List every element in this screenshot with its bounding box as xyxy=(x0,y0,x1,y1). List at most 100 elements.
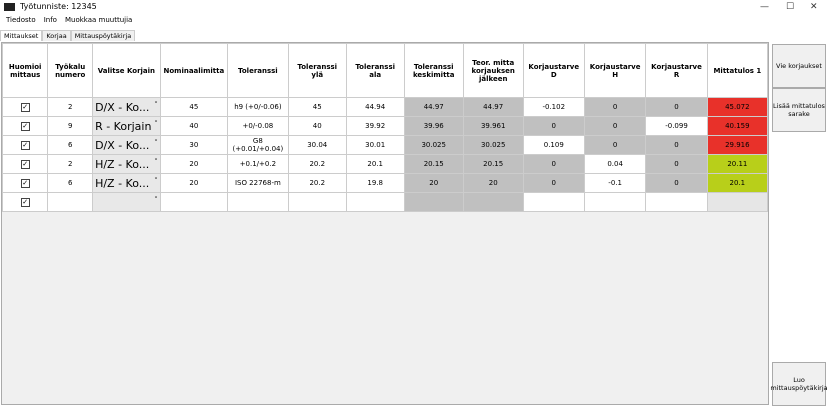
cell: 9 xyxy=(47,116,94,136)
cell: 30.01 xyxy=(345,135,405,155)
action-button[interactable]: Vie korjaukset xyxy=(772,44,826,88)
menu-item[interactable]: Muokkaa muuttujia xyxy=(64,16,133,24)
cell: +0/-0.08 xyxy=(226,116,289,136)
cell: 30.025 xyxy=(403,135,464,155)
cell-value: +0/-0.08 xyxy=(242,122,274,130)
cell-value: 0 xyxy=(612,122,618,130)
corrector-dropdown[interactable]: D/X - Ko... ˅ xyxy=(92,97,161,117)
checkbox[interactable]: ✓ xyxy=(20,121,30,131)
checkbox[interactable]: ✓ xyxy=(20,197,30,207)
cell xyxy=(403,192,464,212)
cell: 6 xyxy=(47,135,94,155)
cell: 19.8 xyxy=(345,173,405,193)
dropdown-value: H/Z - Ko... xyxy=(95,176,150,190)
dropdown-value: D/X - Ko... xyxy=(95,100,150,114)
cell: 29.916 xyxy=(706,135,769,155)
tab[interactable]: Mittauspöytäkirja xyxy=(70,30,136,41)
corrector-dropdown[interactable]: ˅ xyxy=(92,192,161,212)
action-button[interactable]: Luo mittauspöytäkirja xyxy=(770,362,827,406)
dropdown-arrow: ˅ xyxy=(154,177,158,185)
cell: 45 xyxy=(287,97,347,117)
cell-value: 0 xyxy=(551,160,556,168)
cell-value: 0 xyxy=(612,103,618,111)
cell: -0.1 xyxy=(583,173,647,193)
cell xyxy=(345,192,405,212)
column-header: Huomioi mittaus xyxy=(1,43,49,98)
dropdown-arrow: ˅ xyxy=(154,196,158,204)
tab[interactable]: Korjaa xyxy=(42,30,71,41)
column-header: Korjaustarve H xyxy=(583,43,647,98)
cell: 30 xyxy=(159,135,228,155)
cell: 40 xyxy=(159,116,228,136)
new-row: ✓ ˅ xyxy=(1,192,769,212)
cell-value: 0 xyxy=(674,179,679,187)
cell-value: 20 xyxy=(429,179,439,187)
data-row: ✓ 6 D/X - Ko... ˅ 30 G8 (+0.01/+0.04) 30.04 30.… xyxy=(1,135,769,155)
cell-value: 0.109 xyxy=(543,141,564,149)
corrector-dropdown[interactable]: D/X - Ko... ˅ xyxy=(92,135,161,155)
checkbox[interactable]: ✓ xyxy=(20,102,30,112)
cell: 45 xyxy=(159,97,228,117)
cell: 20 xyxy=(159,173,228,193)
menu-bar: Tiedosto Info Muokkaa muuttujia xyxy=(0,16,132,28)
action-button[interactable]: Lisää mittatulos sarake xyxy=(772,88,826,132)
cell: +0.1/+0.2 xyxy=(226,154,289,174)
cell-value: 0 xyxy=(612,141,618,149)
cell: 44.97 xyxy=(403,97,464,117)
cell-value: 0 xyxy=(551,122,556,130)
cell-value: 0.04 xyxy=(607,160,623,168)
cell: 20.1 xyxy=(345,154,405,174)
cell: 39.92 xyxy=(345,116,405,136)
cell: 0 xyxy=(522,116,585,136)
corrector-dropdown[interactable]: H/Z - Ko... ˅ xyxy=(92,154,161,174)
corrector-dropdown[interactable]: H/Z - Ko... ˅ xyxy=(92,173,161,193)
cell-value: 2 xyxy=(67,160,73,168)
cell-value: -0.102 xyxy=(542,103,566,111)
cell-value: 45 xyxy=(189,103,199,111)
cell-value: h9 (+0/-0.06) xyxy=(234,103,282,111)
column-header: Valitse Korjain xyxy=(92,43,161,98)
cell-value: 20.2 xyxy=(309,179,326,187)
checkbox-cell: ✓ xyxy=(1,154,49,174)
cell xyxy=(645,192,708,212)
cell-value: G8 (+0.01/+0.04) xyxy=(232,137,284,153)
cell-value: 44.94 xyxy=(365,103,386,111)
checkbox[interactable]: ✓ xyxy=(20,159,30,169)
menu-item[interactable]: Tiedosto xyxy=(6,16,36,24)
cell-value: 20.1 xyxy=(729,179,746,187)
cell xyxy=(583,192,647,212)
cell-value: 40 xyxy=(189,122,199,130)
column-header: Korjaustarve R xyxy=(645,43,708,98)
cell xyxy=(287,192,347,212)
column-header: Korjaustarve D xyxy=(522,43,585,98)
cell: 2 xyxy=(47,97,94,117)
cell-value: -0.1 xyxy=(608,179,622,187)
app-icon xyxy=(4,3,15,11)
column-header: Nominaalimitta xyxy=(159,43,228,98)
cell: h9 (+0/-0.06) xyxy=(226,97,289,117)
cell: 39.96 xyxy=(403,116,464,136)
checkbox[interactable]: ✓ xyxy=(20,178,30,188)
maximize-button[interactable]: ☐ xyxy=(786,2,795,12)
cell: 0.109 xyxy=(522,135,585,155)
cell-value: 20 xyxy=(189,160,199,168)
cell xyxy=(47,192,94,212)
cell-value: 0 xyxy=(674,141,679,149)
checkbox-cell: ✓ xyxy=(1,173,49,193)
cell-value: 0 xyxy=(674,160,679,168)
cell xyxy=(226,192,289,212)
cell-value: +0.1/+0.2 xyxy=(239,160,277,168)
checkbox[interactable]: ✓ xyxy=(20,140,30,150)
cell-value: 39.96 xyxy=(423,122,444,130)
menu-item[interactable]: Info xyxy=(43,16,57,24)
corrector-dropdown[interactable]: R - Korjain ˅ xyxy=(92,116,161,136)
cell-value: 40 xyxy=(312,122,322,130)
checkbox-cell: ✓ xyxy=(1,116,49,136)
data-row: ✓ 6 H/Z - Ko... ˅ 20 ISO 22768-m 20.2 19.8 20 20 0… xyxy=(1,173,769,193)
header-row: Huomioi mittaus Työkalu numero Valitse Kor… xyxy=(1,43,769,98)
tab[interactable]: Mittaukset xyxy=(0,30,43,41)
cell: 0 xyxy=(583,97,647,117)
close-button[interactable]: ✕ xyxy=(810,2,818,12)
minimize-button[interactable]: — xyxy=(760,2,769,12)
